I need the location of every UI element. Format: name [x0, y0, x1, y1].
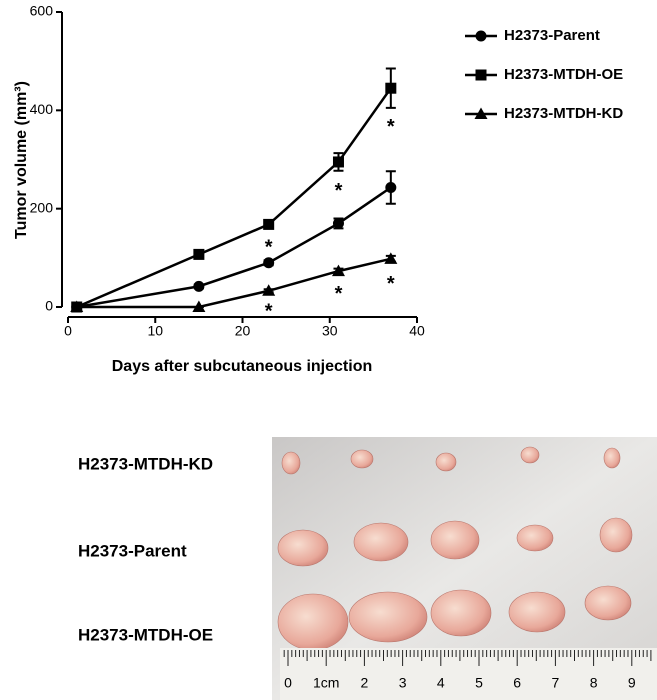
photo: 0 1cm 2 3 4 5 6 7 8 9 H2373-MTDH-KD H2373-Parent …	[78, 437, 657, 700]
marker	[475, 69, 487, 81]
annotation: *	[265, 236, 273, 258]
ruler-label: 6	[513, 675, 521, 691]
marker	[384, 252, 398, 264]
marker	[385, 182, 397, 194]
marker	[193, 280, 205, 292]
y-tick-label: 400	[30, 101, 54, 117]
marker	[332, 156, 344, 168]
annotation: *	[335, 283, 343, 305]
legend-label: H2373-Parent	[504, 27, 600, 44]
x-tick-label: 30	[322, 323, 338, 339]
ruler-label: 2	[361, 675, 369, 691]
tumors	[277, 446, 633, 651]
row-label: H2373-MTDH-KD	[78, 454, 213, 473]
annotation: *	[387, 273, 395, 295]
marker	[263, 218, 275, 230]
marker	[262, 284, 276, 296]
row-label: H2373-MTDH-OE	[78, 625, 213, 644]
marker	[263, 257, 275, 269]
marker	[193, 248, 205, 260]
x-tick-label: 10	[147, 323, 163, 339]
ruler-label: 9	[628, 675, 636, 691]
legend-label: H2373-MTDH-KD	[504, 105, 623, 122]
line	[76, 186, 392, 309]
marker	[192, 300, 206, 312]
y-axis-label: Tumor volume (mm³)	[13, 81, 30, 239]
ruler-ticks: 0 1cm 2 3 4 5 6 7 8 9	[283, 650, 652, 691]
y-tick-label: 600	[30, 3, 54, 19]
ruler-label: 7	[552, 675, 560, 691]
ruler-label: 5	[475, 675, 483, 691]
x-tick-label: 0	[64, 323, 72, 339]
marker	[474, 107, 488, 119]
marker	[70, 300, 84, 312]
x-axis-label: Days after subcutaneous injection	[112, 358, 373, 375]
ruler-label: 4	[437, 675, 445, 691]
annotation: *	[335, 180, 343, 202]
annotation: *	[387, 116, 395, 138]
ruler-label: 0	[284, 675, 292, 691]
marker	[332, 217, 344, 229]
ruler	[280, 648, 657, 700]
marker	[331, 264, 345, 277]
ruler-label: 1cm	[313, 675, 339, 691]
y-tick-label: 0	[45, 298, 53, 314]
row-label: H2373-Parent	[78, 541, 187, 560]
x-tick-label: 40	[409, 323, 425, 339]
annotation: *	[265, 300, 273, 322]
y-tick-label: 200	[30, 199, 54, 215]
marker	[385, 82, 397, 94]
ruler-label: 3	[399, 675, 407, 691]
marker	[475, 30, 487, 42]
ruler-label: 8	[590, 675, 598, 691]
x-tick-label: 20	[235, 323, 251, 339]
legend-label: H2373-MTDH-OE	[504, 66, 623, 83]
